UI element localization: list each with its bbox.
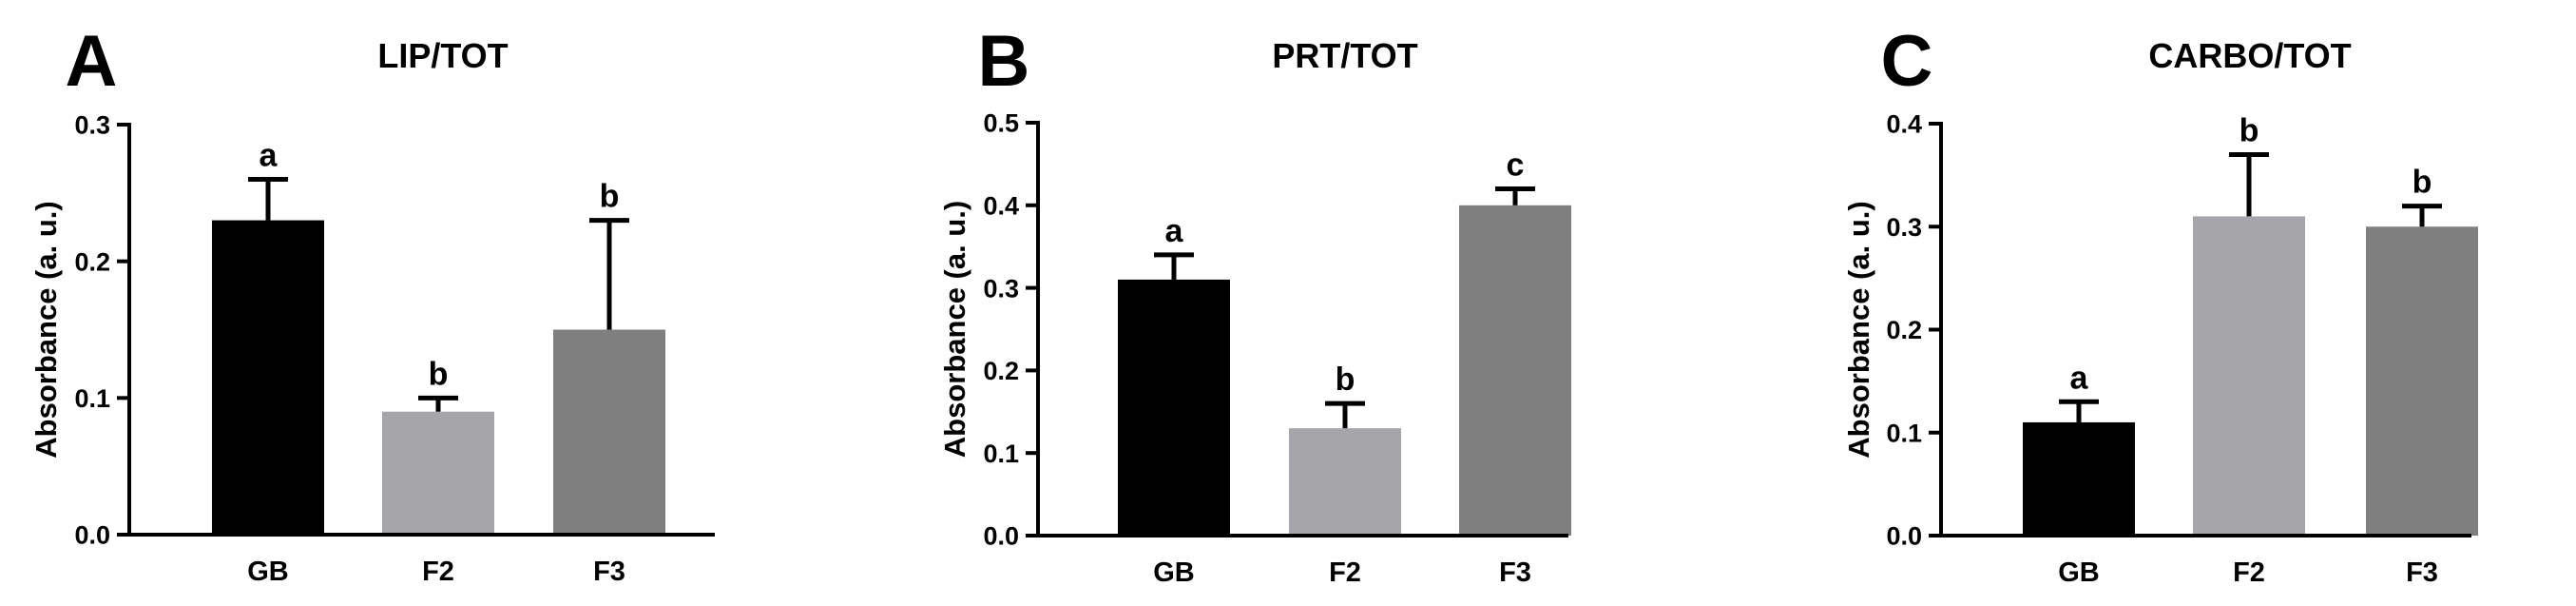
x-tick-label: GB xyxy=(1153,557,1195,588)
significance-label: b xyxy=(2240,112,2259,148)
y-tick-label: 0.2 xyxy=(1886,316,1922,344)
chart-panel-a: A LIP/TOT Absorbance (a. u.) a GB b F2 b F3 0.0 0.… xyxy=(29,21,715,587)
significance-label: b xyxy=(2413,165,2432,201)
y-tick-label: 0.2 xyxy=(74,247,110,276)
x-tick-label: GB xyxy=(247,557,289,587)
y-tick-label: 0.5 xyxy=(983,109,1019,138)
y-tick-label: 0.4 xyxy=(983,192,1019,221)
x-tick-label: F2 xyxy=(1329,557,1361,588)
chart-title: PRT/TOT xyxy=(1272,36,1417,75)
y-axis-title: Absorbance (a. u.) xyxy=(938,201,971,458)
chart-title: CARBO/TOT xyxy=(2148,36,2351,75)
significance-label: b xyxy=(429,356,449,392)
x-tick-label: GB xyxy=(2058,557,2100,588)
bar-f3 xyxy=(2366,226,2478,536)
x-tick-label: F2 xyxy=(2233,557,2265,588)
panel-letter: B xyxy=(978,21,1030,102)
y-tick-label: 0.3 xyxy=(983,274,1019,303)
bar-f2 xyxy=(2193,216,2305,537)
significance-label: c xyxy=(1507,147,1525,183)
y-tick-label: 0.3 xyxy=(1886,213,1922,242)
chart-panel-b: B PRT/TOT Absorbance (a. u.) a GB b F2 c F3 0.0 0.… xyxy=(938,21,1571,588)
y-tick-label: 0.1 xyxy=(74,384,110,413)
y-tick-label: 0.3 xyxy=(74,111,110,140)
bar-f2 xyxy=(382,411,494,535)
bar-gb xyxy=(212,220,324,536)
panel-letter: A xyxy=(66,21,118,102)
bar-gb xyxy=(2023,421,2135,536)
x-tick-label: F3 xyxy=(2406,557,2438,588)
y-tick-label: 0.2 xyxy=(983,357,1019,385)
y-tick-label: 0.1 xyxy=(1886,419,1922,447)
y-tick-label: 0.0 xyxy=(74,521,110,550)
bar-gb xyxy=(1118,279,1230,536)
x-tick-label: F3 xyxy=(593,557,625,587)
significance-label: b xyxy=(1336,362,1355,398)
bar-f2 xyxy=(1289,428,1401,536)
chart-panel-c: C CARBO/TOT Absorbance (a. u.) a GB b F2 b F3 0.0… xyxy=(1842,21,2478,588)
y-tick-label: 0.0 xyxy=(1886,522,1922,551)
y-axis-title: Absorbance (a. u.) xyxy=(1842,201,1875,458)
y-axis-title: Absorbance (a. u.) xyxy=(29,201,63,458)
panel-letter: C xyxy=(1881,21,1933,102)
x-tick-label: F3 xyxy=(1499,557,1531,588)
chart-title: LIP/TOT xyxy=(377,36,508,75)
y-tick-label: 0.0 xyxy=(983,522,1019,551)
bar-f3 xyxy=(553,329,665,535)
bar-f3 xyxy=(1459,205,1571,537)
significance-label: a xyxy=(260,137,279,173)
significance-label: a xyxy=(2070,360,2089,396)
x-tick-label: F2 xyxy=(422,557,454,587)
significance-label: a xyxy=(1165,213,1184,249)
y-tick-label: 0.4 xyxy=(1886,110,1922,139)
significance-label: b xyxy=(600,179,620,215)
y-tick-label: 0.1 xyxy=(983,440,1019,468)
